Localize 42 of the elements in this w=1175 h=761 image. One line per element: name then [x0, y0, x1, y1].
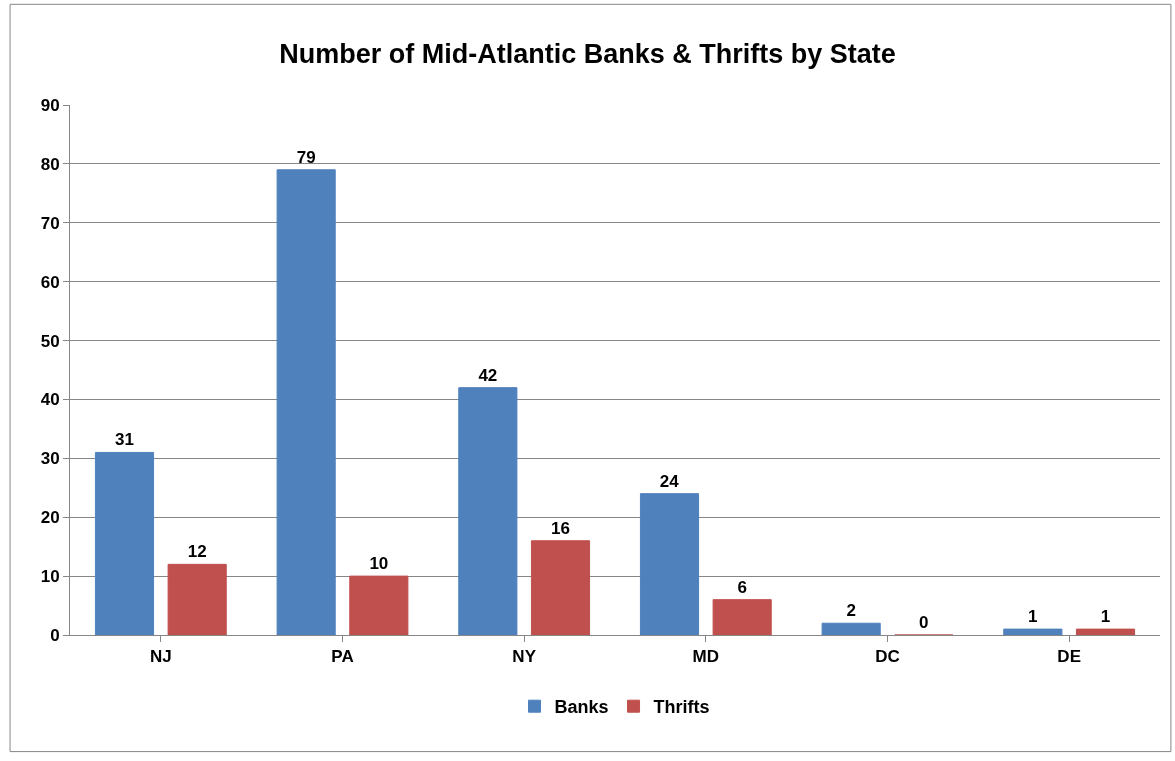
legend-label: Thrifts: [653, 697, 710, 718]
data-label: 79: [296, 147, 316, 167]
y-tick-label: 40: [40, 390, 60, 410]
bar: [349, 575, 409, 635]
data-label: 10: [369, 554, 389, 574]
y-tick-label: 30: [40, 449, 60, 469]
data-label: 16: [551, 518, 570, 538]
y-tick-label: 90: [40, 95, 60, 115]
bar: [94, 451, 155, 635]
y-tick-label: 10: [40, 567, 60, 587]
data-label: 6: [737, 577, 747, 597]
bar: [639, 493, 700, 635]
legend-label: Banks: [554, 697, 609, 718]
x-tick-label: NY: [512, 647, 537, 667]
x-tick-label: PA: [331, 647, 354, 667]
bar: [530, 540, 591, 635]
x-tick-label: DC: [875, 647, 900, 667]
bar: [167, 563, 227, 635]
data-label: 1: [1100, 607, 1111, 627]
y-tick-label: 20: [40, 508, 60, 528]
data-label: 24: [659, 471, 680, 491]
y-tick-label: 0: [50, 625, 60, 645]
bar: [712, 599, 772, 635]
bar: [458, 387, 518, 635]
data-label: 31: [115, 430, 134, 450]
data-label: 0: [919, 613, 929, 632]
data-label: 42: [478, 365, 498, 385]
bar: [1003, 628, 1063, 635]
data-label: 2: [846, 601, 856, 621]
y-tick-label: 50: [40, 331, 60, 351]
chart-title: Number of Mid-Atlantic Banks & Thrifts by State: [279, 38, 896, 69]
x-tick-label: MD: [692, 647, 720, 667]
data-label: 1: [1028, 607, 1038, 627]
data-label: 12: [187, 542, 207, 562]
bar: [1075, 628, 1136, 635]
bar: [821, 622, 881, 635]
bar: [276, 169, 336, 635]
y-tick-label: 80: [40, 154, 60, 174]
y-tick-label: 70: [40, 213, 60, 233]
x-tick-label: NJ: [149, 647, 172, 667]
y-tick-label: 60: [40, 272, 60, 292]
x-tick-label: DE: [1057, 647, 1081, 667]
